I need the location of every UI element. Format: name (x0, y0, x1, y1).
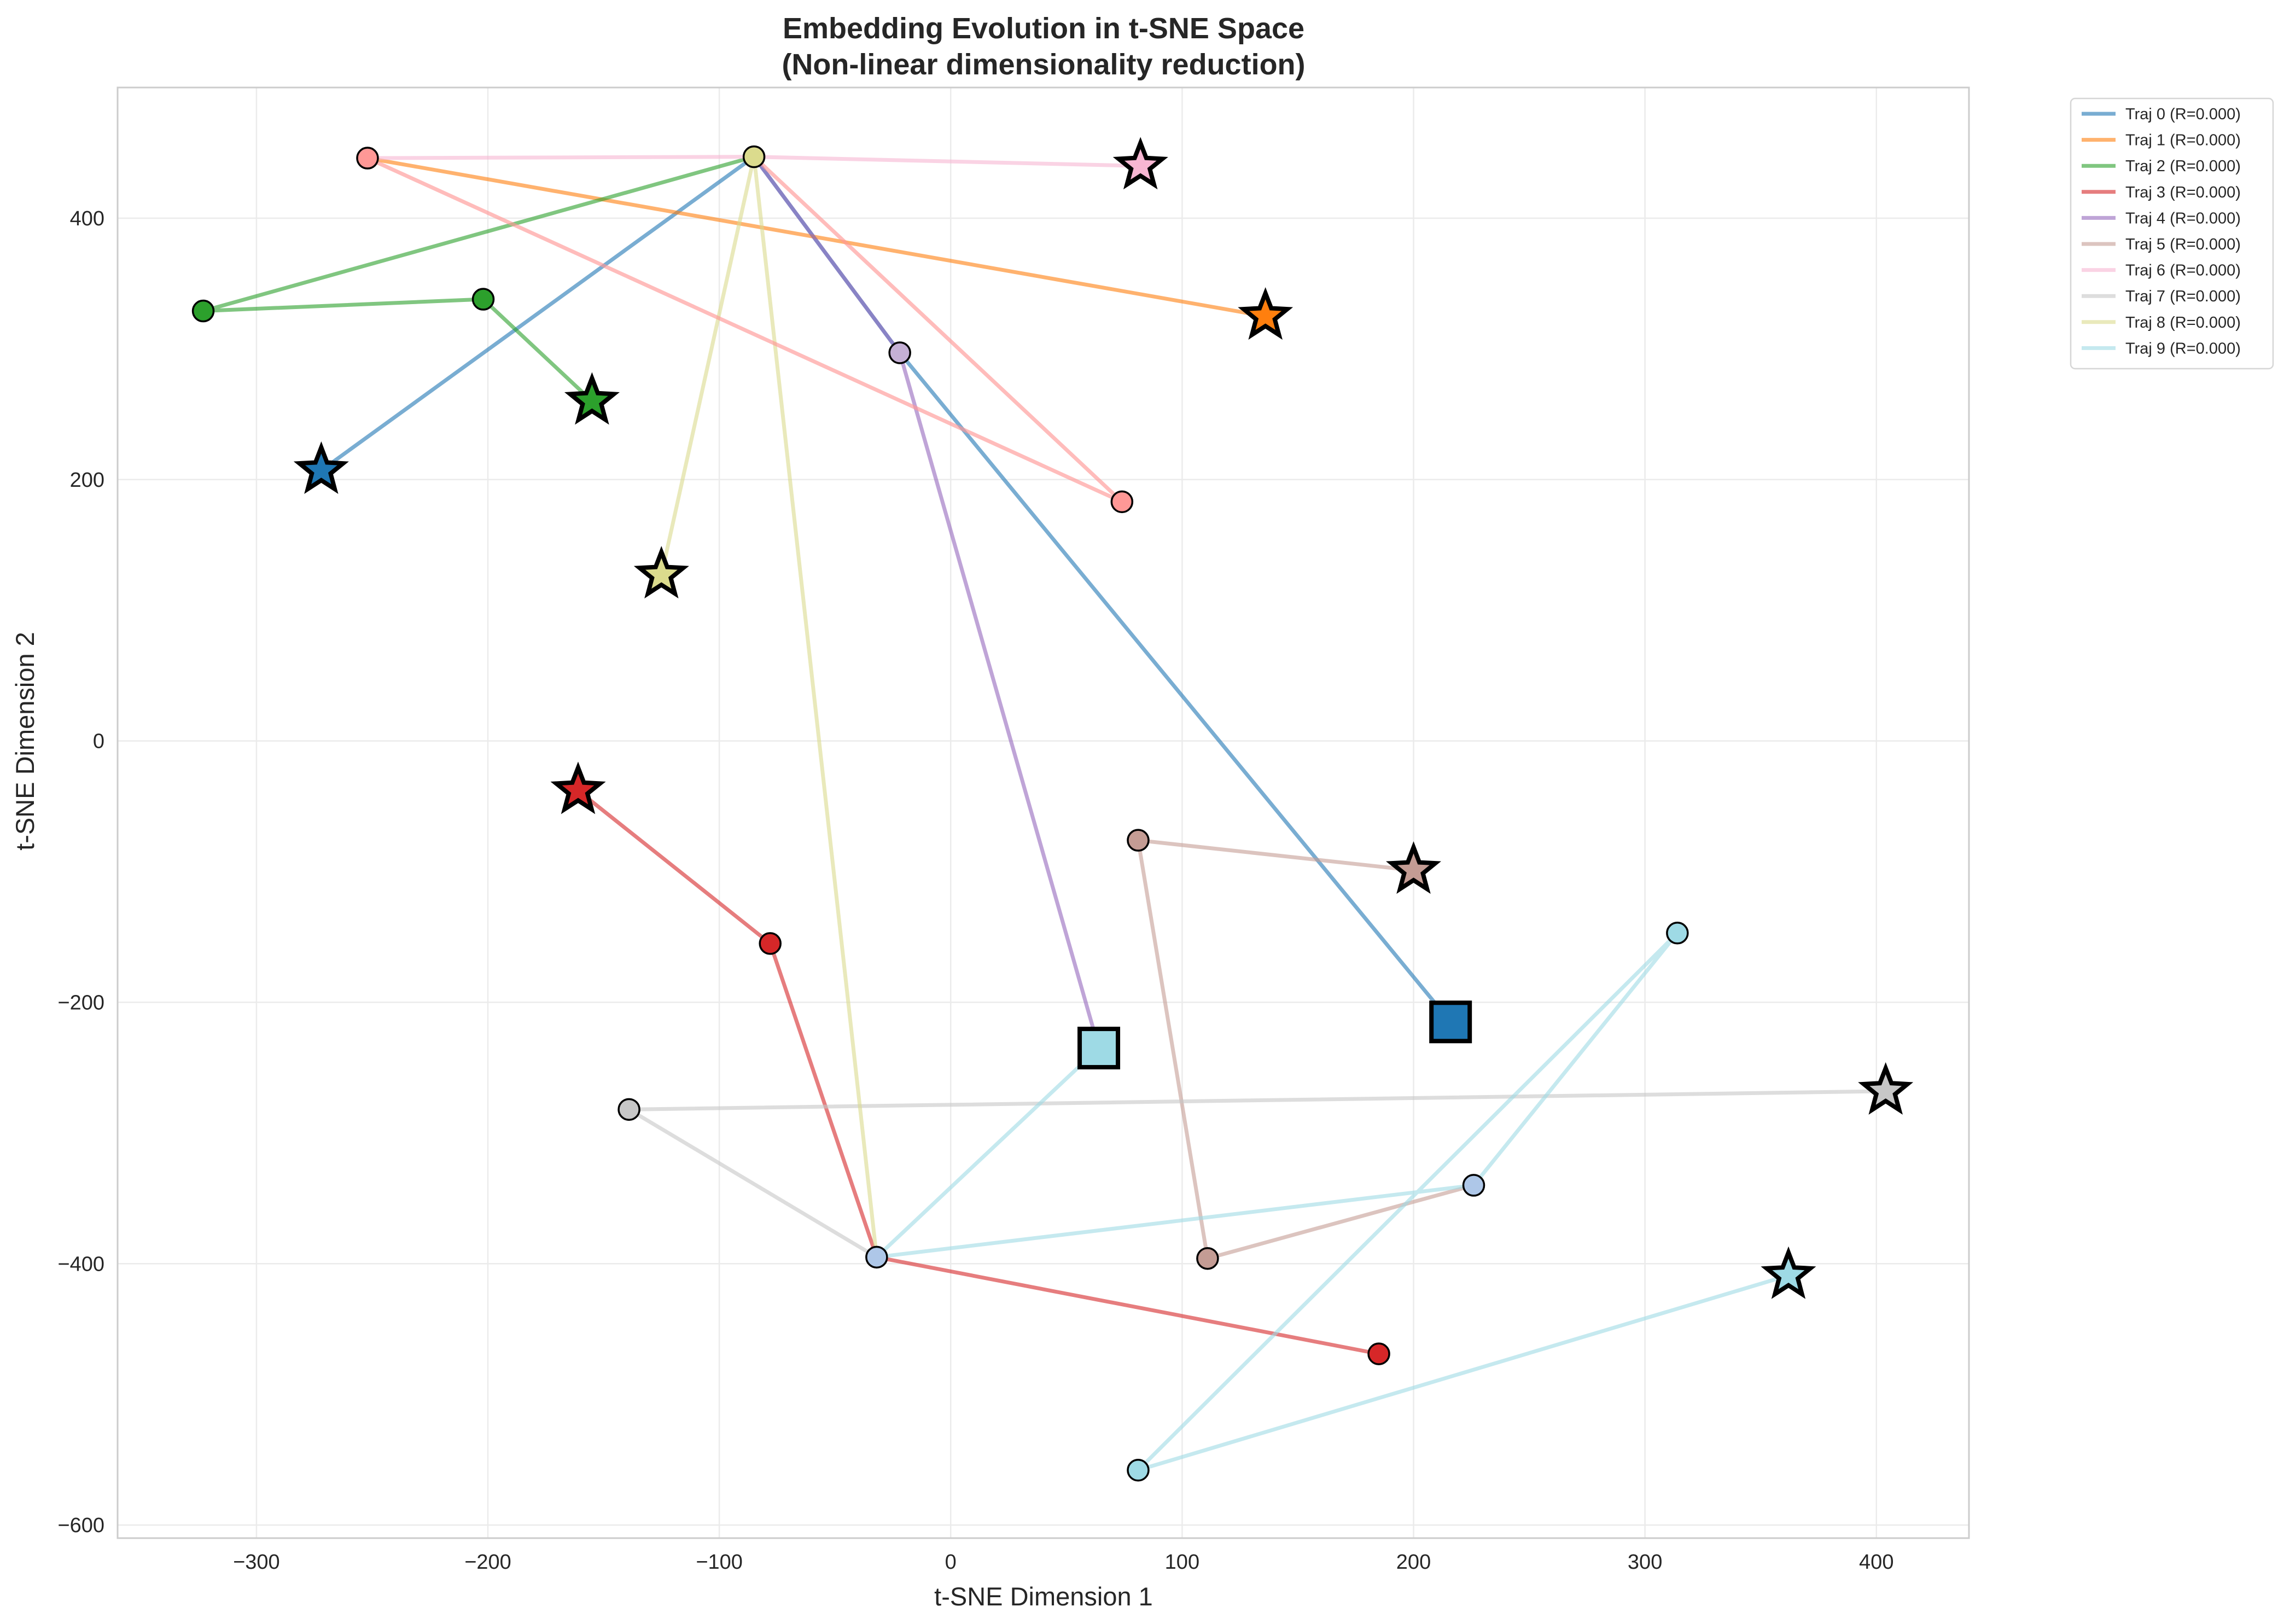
x-axis-label: t-SNE Dimension 1 (934, 1582, 1153, 1611)
waypoint-marker (1196, 1247, 1219, 1270)
waypoint-marker (1666, 922, 1689, 945)
y-tick-label: 0 (93, 730, 104, 753)
legend-box (2070, 97, 2274, 370)
trajectory-segment (365, 156, 1124, 504)
waypoint-marker (356, 147, 379, 170)
x-tick-label: 0 (945, 1551, 957, 1574)
legend: Traj 0 (R=0.000) Traj 1 (R=0.000) Traj 2 (… (2070, 97, 2274, 370)
waypoint-marker (759, 932, 782, 955)
legend-label: Traj 7 (R=0.000) (2125, 288, 2241, 305)
waypoint-marker (865, 1245, 888, 1269)
waypoint-marker (742, 145, 766, 168)
waypoint-marker (1462, 1174, 1485, 1197)
waypoint-marker (191, 299, 215, 323)
trajectory-line-3 (576, 788, 1381, 1356)
legend-label: Traj 4 (R=0.000) (2125, 209, 2241, 227)
end-star-marker (1761, 1246, 1816, 1299)
trajectory-line-9 (875, 931, 1791, 1472)
markers (191, 137, 1914, 1482)
plot-area-frame (116, 86, 1970, 1539)
waypoint-marker (1367, 1342, 1390, 1365)
waypoint-marker (1127, 829, 1150, 852)
waypoint-marker (471, 288, 495, 311)
end-star-marker (1386, 841, 1441, 894)
trajectory-line-1 (365, 156, 1268, 318)
legend-label: Traj 0 (R=0.000) (2125, 106, 2241, 123)
end-star-marker (293, 441, 349, 494)
waypoint-marker (888, 341, 911, 364)
y-tick-label: −200 (57, 991, 104, 1014)
chart-title-line-2: (Non-linear dimensionality reduction) (782, 48, 1305, 81)
end-star-marker (550, 761, 606, 814)
x-tick-label: −100 (696, 1551, 743, 1574)
end-star-marker (564, 372, 620, 425)
legend-label: Traj 9 (R=0.000) (2125, 340, 2241, 357)
waypoint-marker (1127, 1459, 1150, 1482)
waypoint-marker (1110, 490, 1134, 514)
trajectory-line-5 (1136, 838, 1476, 1261)
x-tick-label: 400 (1859, 1551, 1893, 1574)
y-tick-label: 400 (70, 207, 104, 230)
y-tick-label: −600 (57, 1514, 104, 1537)
x-tick-label: −200 (464, 1551, 511, 1574)
legend-label: Traj 5 (R=0.000) (2125, 236, 2241, 253)
y-tick-label: −400 (57, 1253, 104, 1276)
y-axis-label: t-SNE Dimension 2 (10, 632, 39, 851)
end-star-marker (1858, 1062, 1914, 1115)
legend-label: Traj 3 (R=0.000) (2125, 184, 2241, 201)
tick-labels: −300 −200 −100 0 100 200 300 400 −600 −400 −200 0 20… (57, 207, 1893, 1574)
legend-label: Traj 6 (R=0.000) (2125, 262, 2241, 280)
x-tick-label: 200 (1396, 1551, 1431, 1574)
trajectory-segment (752, 155, 1124, 504)
y-tick-label: 200 (70, 469, 104, 492)
chart-title-line-1: Embedding Evolution in t-SNE Space (783, 12, 1304, 45)
end-star-marker (633, 546, 689, 599)
legend-label: Traj 1 (R=0.000) (2125, 132, 2241, 149)
legend-label: Traj 8 (R=0.000) (2125, 314, 2241, 331)
trajectory-line-2 (201, 155, 756, 403)
start-marker (1429, 1000, 1472, 1044)
x-tick-label: 300 (1628, 1551, 1662, 1574)
x-tick-label: −300 (233, 1551, 280, 1574)
start-marker (1077, 1027, 1121, 1070)
waypoint-marker (617, 1098, 640, 1121)
x-tick-label: 100 (1165, 1551, 1199, 1574)
legend-label: Traj 2 (R=0.000) (2125, 158, 2241, 175)
grid (118, 88, 1969, 1538)
end-star-marker (1238, 287, 1294, 340)
end-star-marker (1112, 137, 1168, 190)
